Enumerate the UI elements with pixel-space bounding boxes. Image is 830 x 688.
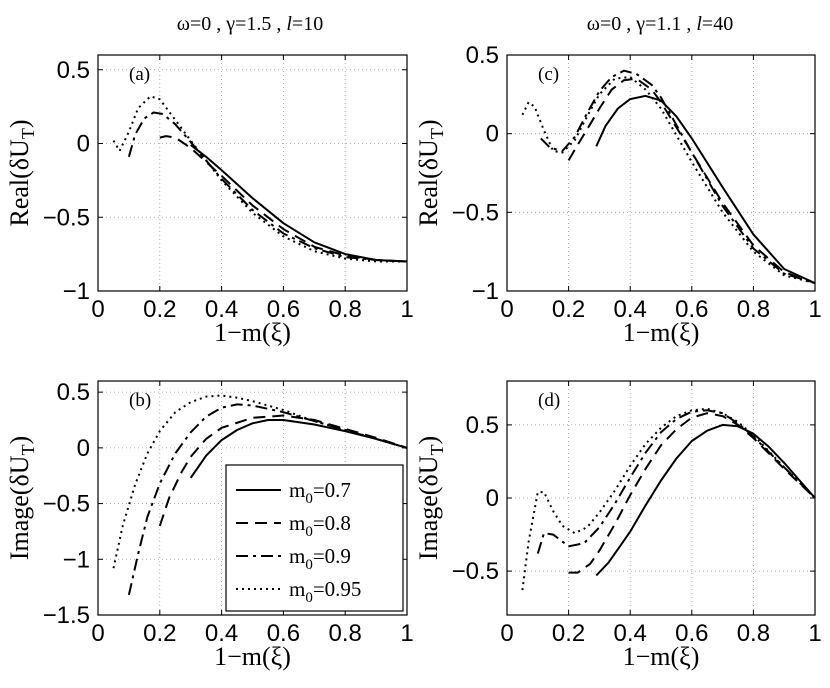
y-axis-label: Real(δUT) [414,119,447,226]
y-axis-label: Real(δUT) [5,119,38,226]
x-tick-label: 0.8 [737,296,770,323]
legend-label: m0=0.7 [289,478,351,507]
series-line-dashed [567,77,816,285]
x-tick-label: 0.4 [614,296,647,323]
panels: 0 0.2 0.4 0.6 0.8 1 −1 −0.5 0 0.5 1−m(ξ) Real(δUT) (… [5,42,822,671]
x-tick-label: 1 [808,296,821,323]
series-line-dotted [521,76,816,285]
x-tick-label: 0.8 [329,296,362,323]
series-line-dashed [568,412,816,574]
y-axis-label: Image(δUT) [5,436,38,560]
series-line-dotted [112,95,407,263]
x-tick-label: 0.4 [614,620,647,647]
series-line-dashdot [127,403,408,596]
series-line-dotted [521,407,816,591]
panel-d: 0 0.2 0.4 0.6 0.8 1 −0.5 0 0.5 1−m(ξ) Image(δUT) (d… [414,380,822,671]
y-tick-label: −1.5 [43,602,90,629]
y-tick-label: 0 [486,121,499,148]
y-tick-label: 0.5 [466,412,499,439]
x-axis-label: 1−m(ξ) [623,642,700,671]
x-tick-label: 0.6 [267,620,300,647]
x-tick-label: 0.6 [675,296,708,323]
column-title-left: ω=0 , γ=1.5 , l=10 [177,13,323,35]
x-tick-label: 0.2 [143,296,176,323]
y-tick-label: −0.5 [452,558,499,585]
axes-frame [506,380,816,616]
y-tick-label: −0.5 [43,204,90,231]
y-tick-label: 0.5 [57,57,90,84]
x-tick-label: 0.4 [205,296,238,323]
x-tick-label: 0.6 [675,620,708,647]
x-axis-label: 1−m(ξ) [214,642,291,671]
x-axis-label: 1−m(ξ) [214,318,291,347]
y-tick-label: 0.5 [466,42,499,69]
series-line-solid [595,423,816,577]
y-axis-label: Image(δUT) [414,436,447,560]
x-tick-label: 0.2 [552,296,585,323]
panel-tag: (b) [129,390,151,411]
legend-label: m0=0.8 [289,511,351,540]
x-tick-label: 0 [91,620,104,647]
y-tick-label: 0 [486,485,499,512]
series-line-dashed [158,414,408,527]
series-line-dashdot [540,69,816,285]
x-tick-label: 0.6 [267,296,300,323]
y-tick-label: −1 [472,278,499,305]
x-tick-label: 0.8 [737,620,770,647]
axes-frame [97,380,408,616]
legend: m0=0.7 m0=0.8 m0=0.9 m0=0.95 [225,464,404,612]
y-tick-label: −0.5 [452,199,499,226]
series-line-dashdot [127,111,408,263]
series-line-dotted [112,394,408,569]
x-tick-label: 0 [500,296,513,323]
y-tick-label: −1 [63,546,90,573]
panel-a: 0 0.2 0.4 0.6 0.8 1 −1 −0.5 0 0.5 1−m(ξ) Real(δUT) (… [5,54,414,347]
y-tick-label: −1 [63,278,90,305]
legend-label: m0=0.95 [289,577,361,606]
panel-tag: (a) [129,64,150,85]
y-tick-label: 0 [77,131,90,158]
series-line-dashdot [536,409,816,554]
legend-label: m0=0.9 [289,544,351,573]
x-tick-label: 1 [400,296,413,323]
y-tick-label: 0 [77,435,90,462]
x-tick-label: 0 [500,620,513,647]
y-tick-label: 0.5 [57,379,90,406]
panel-c: 0 0.2 0.4 0.6 0.8 1 −1 −0.5 0 0.5 1−m(ξ) Real(δUT) (… [414,42,822,347]
x-tick-label: 0.2 [552,620,585,647]
panel-tag: (d) [538,390,560,411]
axes-frame [506,54,816,292]
column-title-right: ω=0 , γ=1.1 , l=40 [587,13,733,35]
x-axis-label: 1−m(ξ) [623,318,700,347]
x-tick-label: 1 [808,620,821,647]
x-tick-label: 0 [91,296,104,323]
x-tick-label: 0.2 [143,620,176,647]
axes-frame [97,54,408,292]
x-tick-label: 0.8 [329,620,362,647]
series-line-dashed [159,135,408,263]
y-tick-label: −0.5 [43,491,90,518]
x-tick-label: 1 [400,620,413,647]
x-tick-label: 0.4 [205,620,238,647]
panel-b: 0 0.2 0.4 0.6 0.8 1 −1.5 −1 −0.5 0 0.5 1−m(ξ) Image(… [5,379,414,671]
series-line-solid [595,94,816,285]
panel-tag: (c) [538,64,559,85]
